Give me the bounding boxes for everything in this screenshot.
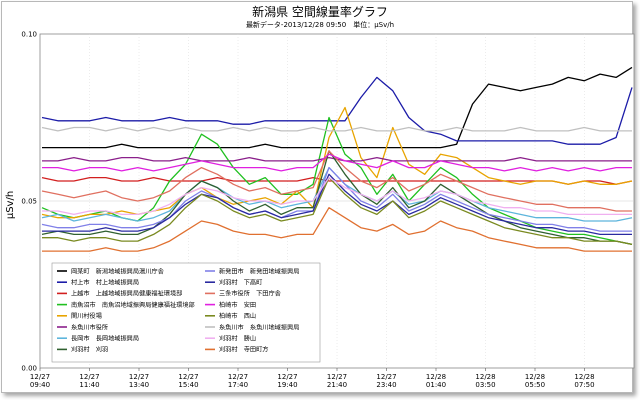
x-tick-label-time: 01:40: [426, 381, 446, 389]
y-axis-label: μSv/h: [5, 191, 16, 219]
x-tick-label-date: 12/28: [525, 373, 545, 381]
legend-box: [51, 262, 321, 363]
series-line-13: [42, 176, 633, 246]
legend-label: 村上市 村上地域振興局: [71, 279, 139, 287]
x-tick-label-date: 12/27: [376, 373, 396, 381]
x-tick-label-date: 12/27: [79, 373, 99, 381]
legend-label: 刈羽村 勝山: [219, 335, 256, 343]
x-tick-label-date: 12/28: [574, 373, 594, 381]
legend-label: 糸魚川市 糸魚川地域振興局: [219, 323, 299, 331]
x-tick-label-time: 07:50: [574, 381, 594, 389]
x-tick-label-date: 12/27: [129, 373, 149, 381]
series-line-16: [42, 207, 632, 252]
legend-label: 新発田市 新発田地域振興局: [219, 267, 299, 275]
legend-label: 関川村役場: [71, 312, 102, 320]
series-line-12: [42, 153, 632, 172]
legend-label: 刈羽村 寺田町方: [219, 346, 269, 354]
x-tick-label-time: 17:40: [228, 381, 248, 389]
series-line-11: [41, 150, 632, 212]
x-tick-label-date: 12/27: [30, 373, 50, 381]
series-line-2: [41, 76, 633, 145]
legend-label: 糸魚川市役所: [71, 323, 108, 331]
legend-label: 南魚沼市 南魚沼地域振興局健康福祉環境部: [71, 301, 195, 309]
y-tick-label: 0.05: [21, 198, 37, 206]
x-tick-label-time: 23:40: [376, 381, 396, 389]
legend-label: 刈羽村 刈羽: [71, 346, 108, 354]
legend-label: 柏崎市 安田: [219, 301, 256, 309]
y-tick-label: 0.00: [21, 365, 37, 373]
chart-title: 新潟県 空間線量率グラフ: [252, 5, 388, 19]
x-tick-label-time: 21:40: [327, 381, 347, 389]
series-line-14: [41, 126, 632, 132]
x-tick-label-time: 19:40: [277, 381, 297, 389]
x-tick-label-date: 12/28: [426, 373, 446, 381]
x-tick-label-time: 15:40: [178, 381, 198, 389]
x-tick-label-date: 12/27: [277, 373, 297, 381]
chart-subtitle: 最新データ-2013/12/28 09:50 単位：μSv/h: [245, 21, 395, 29]
series-line-1: [42, 66, 633, 149]
y-tick-label: 0.10: [21, 31, 37, 39]
x-tick-label-time: 11:40: [79, 381, 99, 389]
x-tick-label-date: 12/28: [475, 373, 495, 381]
x-tick-label-time: 03:50: [475, 381, 495, 389]
x-tick-label-date: 12/27: [228, 373, 248, 381]
legend-label: 岡某町 新潟地域振興局湯川庁舎: [71, 267, 164, 275]
series-line-8: [41, 150, 633, 246]
legend-label: 柏崎市 西山: [219, 312, 256, 320]
x-tick-label-time: 05:50: [525, 381, 545, 389]
legend-label: 上越市 上越地域振興局健康福祉環境部: [71, 290, 182, 298]
x-tick-label-time: 09:40: [30, 381, 50, 389]
x-tick-label-date: 12/27: [178, 373, 198, 381]
series-line-15: [42, 176, 632, 216]
axes: 0.000.050.1012/2709:4012/2711:4012/2713:…: [21, 31, 594, 390]
series-group: [41, 66, 633, 252]
legend-label: 長岡市 長岡地域振興局: [71, 335, 139, 343]
x-tick-label-time: 13:40: [129, 381, 149, 389]
legend-label: 三条市役所 下田庁舎: [219, 290, 281, 298]
legend-label: 刈羽村 下高町: [219, 279, 262, 287]
series-line-9: [41, 166, 632, 232]
x-tick-label-date: 12/27: [327, 373, 347, 381]
